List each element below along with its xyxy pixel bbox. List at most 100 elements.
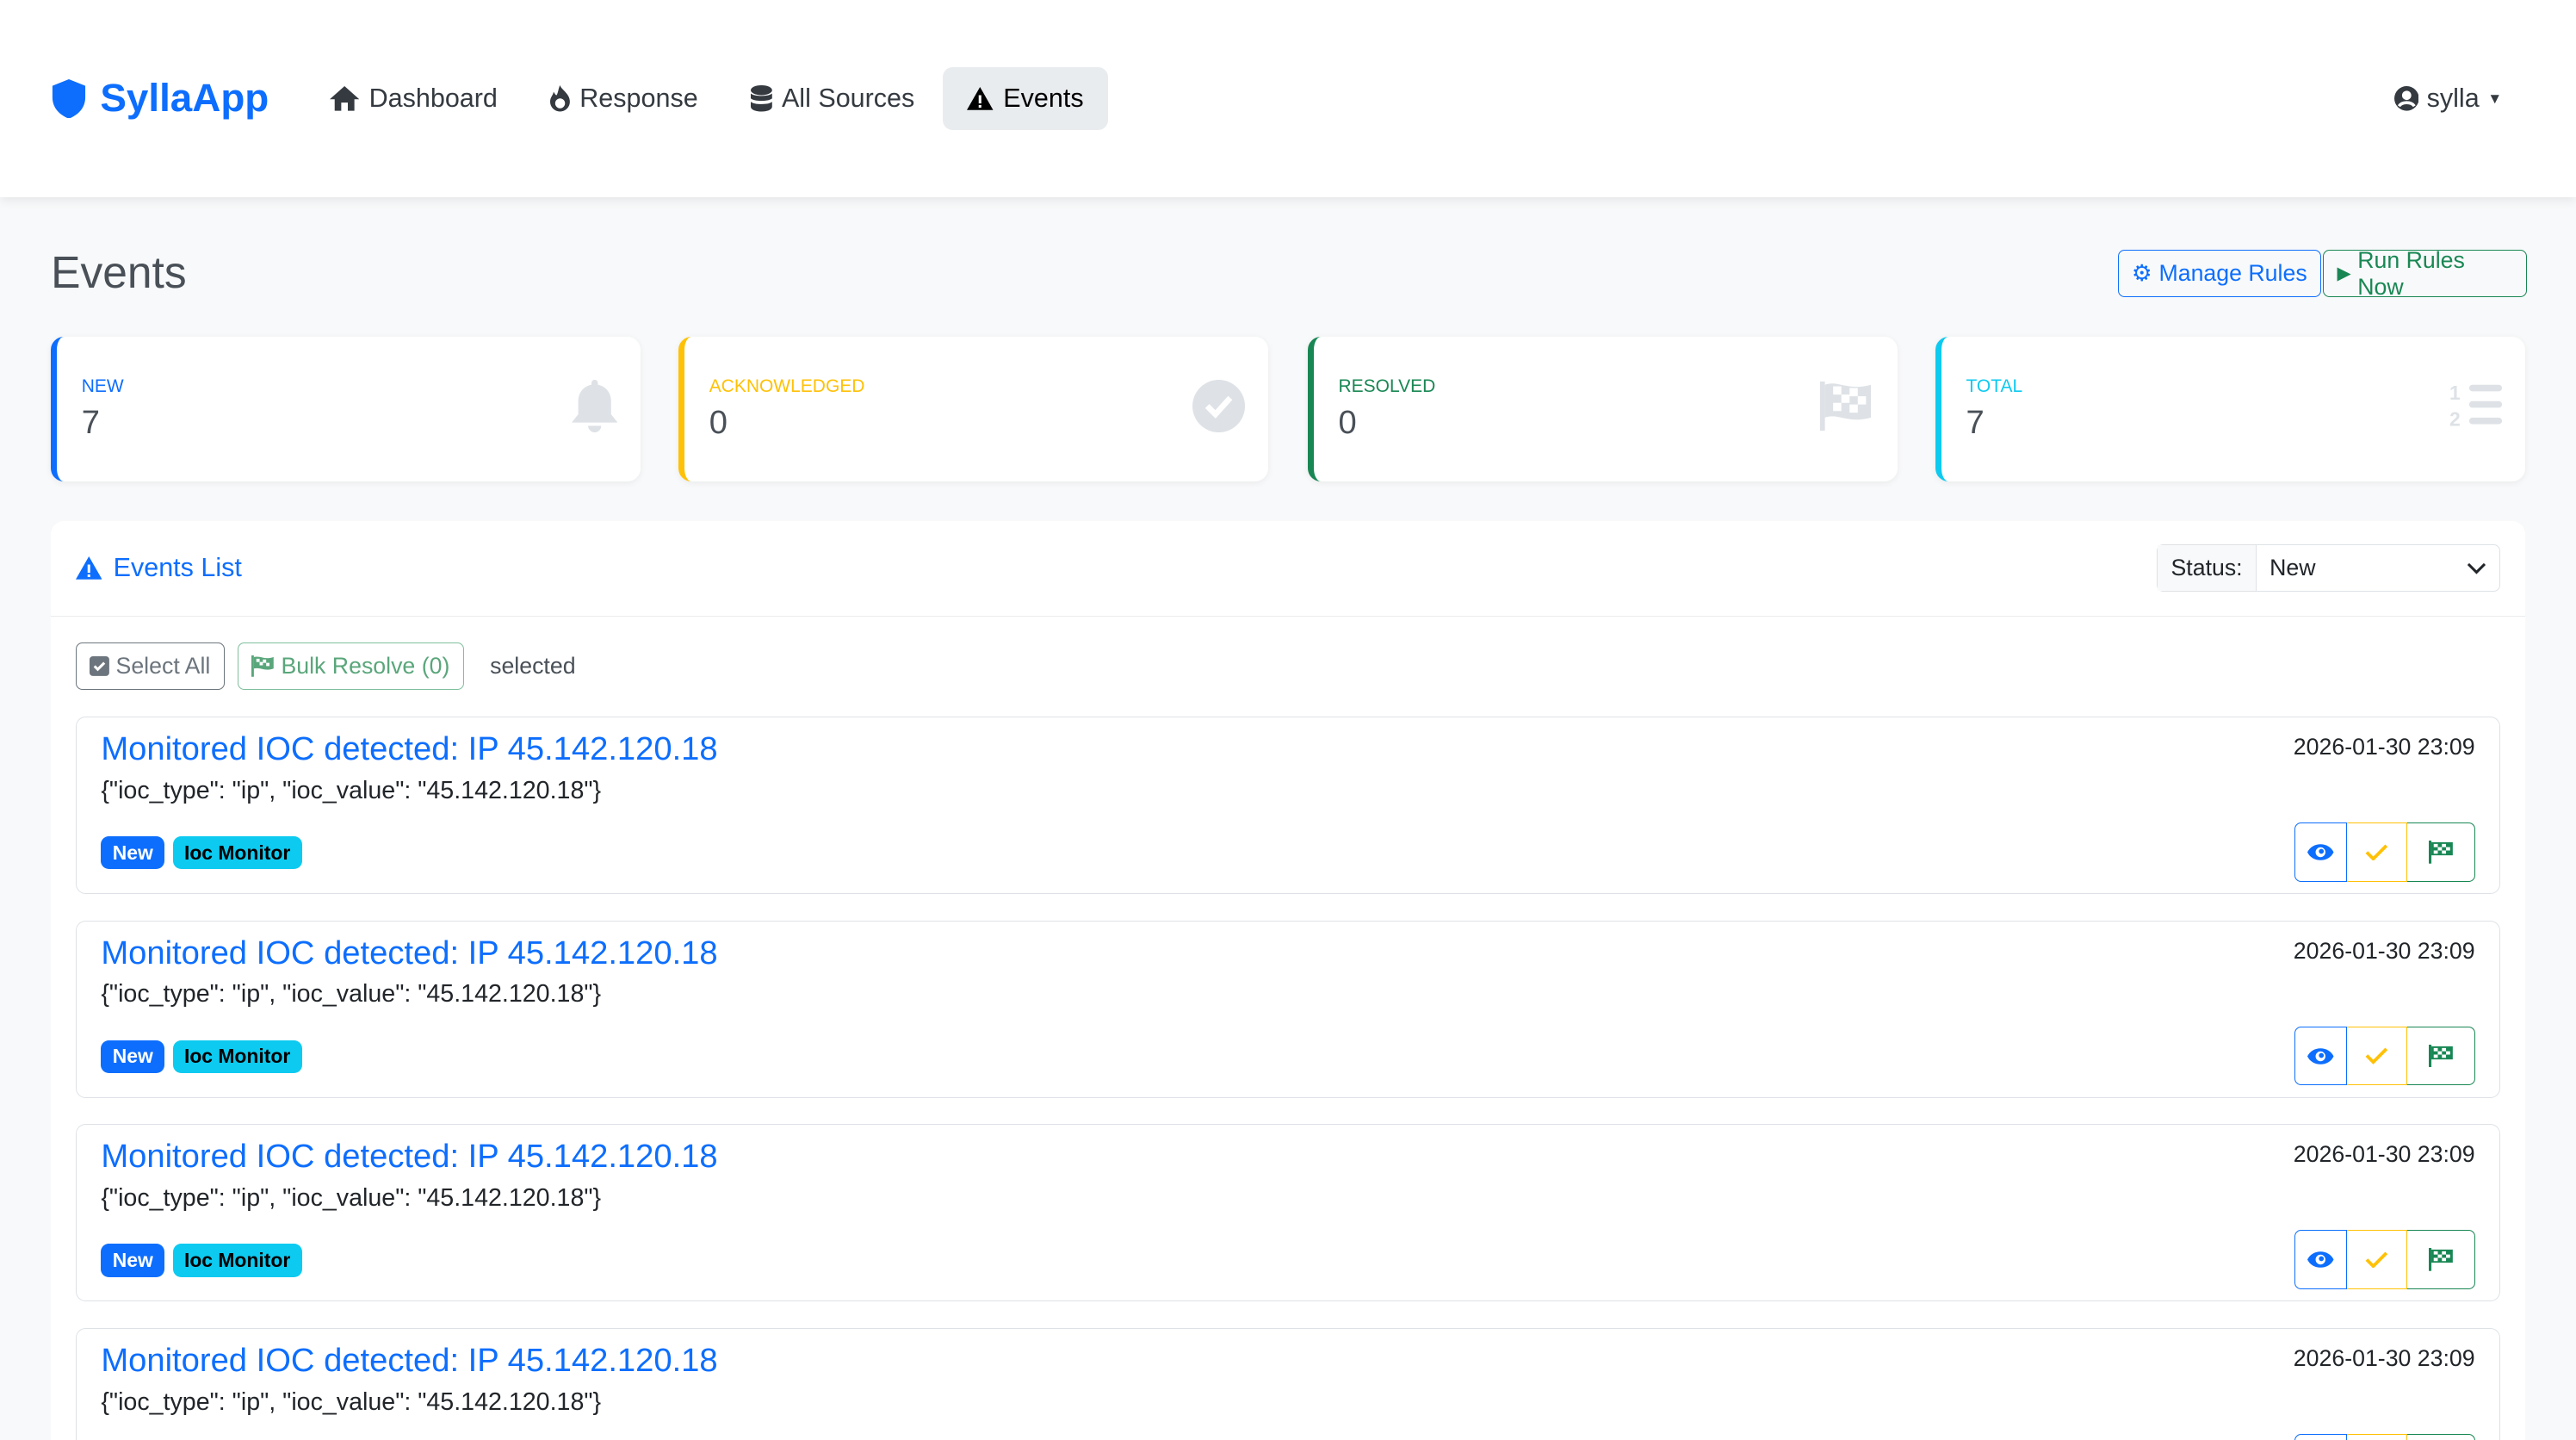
resolve-button[interactable] — [2407, 1433, 2475, 1440]
event-details: {"ioc_type": "ip", "ioc_value": "45.142.… — [101, 1183, 602, 1212]
shield-icon — [53, 78, 86, 119]
status-value: New — [2269, 555, 2316, 581]
status-badge: New — [101, 1040, 165, 1074]
user-circle-icon — [2393, 86, 2419, 111]
event-details: {"ioc_type": "ip", "ioc_value": "45.142.… — [101, 776, 602, 804]
flag-checkered-icon — [2428, 841, 2453, 864]
nav-label: Dashboard — [368, 83, 498, 113]
stat-label: Acknowledged — [709, 376, 865, 396]
select-all-label: Select All — [115, 653, 211, 680]
acknowledge-button[interactable] — [2346, 822, 2408, 882]
event-title-link[interactable]: Monitored IOC detected: IP 45.142.120.18 — [101, 1342, 718, 1380]
eye-icon — [2307, 844, 2334, 860]
check-circle-icon — [1192, 379, 1246, 432]
stat-card-acknowledged: Acknowledged 0 — [678, 337, 1269, 482]
stat-value: 7 — [1966, 403, 1985, 441]
check-icon — [2365, 844, 2388, 860]
nav-dashboard[interactable]: Dashboard — [305, 67, 522, 130]
status-label: Status: — [2158, 545, 2257, 592]
gear-icon: ⚙ — [2131, 260, 2152, 287]
flag-checkered-icon — [2428, 1248, 2453, 1271]
event-details: {"ioc_type": "ip", "ioc_value": "45.142.… — [101, 1387, 602, 1416]
caret-down-icon: ▼ — [2487, 89, 2503, 107]
source-badge: Ioc Monitor — [172, 1040, 302, 1074]
resolve-button[interactable] — [2407, 1026, 2475, 1086]
nav-label: Events — [1003, 83, 1084, 113]
status-select[interactable]: New — [2257, 545, 2499, 591]
select-all-button[interactable]: Select All — [75, 642, 225, 691]
acknowledge-button[interactable] — [2346, 1026, 2408, 1086]
event-item: Monitored IOC detected: IP 45.142.120.18… — [75, 716, 2501, 895]
view-button[interactable] — [2294, 1026, 2347, 1086]
checkbox-icon — [90, 656, 109, 677]
user-menu[interactable]: sylla ▼ — [2393, 83, 2503, 114]
selected-count-text: selected — [490, 653, 576, 680]
chevron-down-icon — [2467, 555, 2486, 581]
stat-card-new: New 7 — [51, 337, 641, 482]
navbar: SyllaApp Dashboard Response All Sources … — [0, 0, 2576, 197]
stat-label: Total — [1966, 376, 2023, 396]
nav-label: Response — [579, 83, 698, 113]
event-item: Monitored IOC detected: IP 45.142.120.18… — [75, 920, 2501, 1098]
nav-response[interactable]: Response — [525, 67, 722, 130]
stat-card-resolved: Resolved 0 — [1307, 337, 1898, 482]
stat-value: 0 — [709, 403, 728, 441]
acknowledge-button[interactable] — [2346, 1433, 2408, 1440]
status-badge: New — [101, 1244, 165, 1277]
bell-icon — [572, 379, 618, 432]
panel-title: Events List — [113, 553, 242, 583]
warning-icon — [967, 87, 994, 110]
event-item: Monitored IOC detected: IP 45.142.120.18… — [75, 1327, 2501, 1440]
status-badge: New — [101, 835, 165, 870]
page-title: Events — [51, 247, 187, 298]
database-icon — [750, 85, 772, 112]
source-badge: Ioc Monitor — [172, 835, 302, 870]
event-title-link[interactable]: Monitored IOC detected: IP 45.142.120.18 — [101, 934, 718, 971]
event-timestamp: 2026-01-30 23:09 — [2293, 1141, 2475, 1168]
flag-checkered-icon — [1820, 381, 1872, 431]
nav-events[interactable]: Events — [942, 66, 1109, 131]
status-filter[interactable]: Status: New — [2157, 544, 2501, 593]
resolve-button[interactable] — [2407, 822, 2475, 882]
username: sylla — [2426, 83, 2480, 113]
fire-icon — [549, 85, 570, 112]
bulk-resolve-label: Bulk Resolve (0) — [281, 653, 450, 680]
view-button[interactable] — [2294, 1230, 2347, 1289]
event-timestamp: 2026-01-30 23:09 — [2293, 1344, 2475, 1371]
play-icon: ▶ — [2337, 264, 2351, 284]
list-ol-icon: 12 — [2449, 382, 2503, 429]
home-icon — [329, 86, 360, 111]
stat-card-total: Total 7 12 — [1935, 337, 2525, 482]
run-rules-button[interactable]: ▶ Run Rules Now — [2323, 247, 2527, 300]
nav-all-sources[interactable]: All Sources — [726, 67, 939, 130]
brand-link[interactable]: SyllaApp — [51, 76, 269, 121]
run-rules-label: Run Rules Now — [2357, 246, 2465, 300]
svg-text:2: 2 — [2449, 407, 2461, 429]
events-panel: Events List Status: New Select All Bulk R… — [51, 520, 2525, 1440]
view-button[interactable] — [2294, 822, 2347, 882]
event-details: {"ioc_type": "ip", "ioc_value": "45.142.… — [101, 980, 602, 1009]
resolve-button[interactable] — [2407, 1230, 2475, 1289]
warning-icon — [75, 556, 102, 580]
event-item: Monitored IOC detected: IP 45.142.120.18… — [75, 1124, 2501, 1302]
stat-label: New — [81, 376, 124, 396]
view-button[interactable] — [2294, 1433, 2347, 1440]
event-title-link[interactable]: Monitored IOC detected: IP 45.142.120.18 — [101, 730, 718, 768]
manage-rules-label: Manage Rules — [2158, 260, 2307, 287]
check-icon — [2365, 1251, 2388, 1269]
brand-name: SyllaApp — [100, 76, 269, 121]
stat-value: 0 — [1338, 403, 1357, 441]
stat-value: 7 — [81, 403, 100, 441]
bulk-resolve-button[interactable]: Bulk Resolve (0) — [237, 642, 464, 691]
flag-checkered-icon — [251, 655, 274, 678]
flag-checkered-icon — [2428, 1044, 2453, 1068]
eye-icon — [2307, 1251, 2334, 1268]
eye-icon — [2307, 1047, 2334, 1064]
acknowledge-button[interactable] — [2346, 1230, 2408, 1289]
svg-text:1: 1 — [2449, 382, 2461, 404]
event-timestamp: 2026-01-30 23:09 — [2293, 937, 2475, 964]
event-title-link[interactable]: Monitored IOC detected: IP 45.142.120.18 — [101, 1138, 718, 1176]
stat-label: Resolved — [1338, 376, 1436, 396]
manage-rules-button[interactable]: ⚙ Manage Rules — [2117, 250, 2321, 298]
check-icon — [2365, 1048, 2388, 1064]
